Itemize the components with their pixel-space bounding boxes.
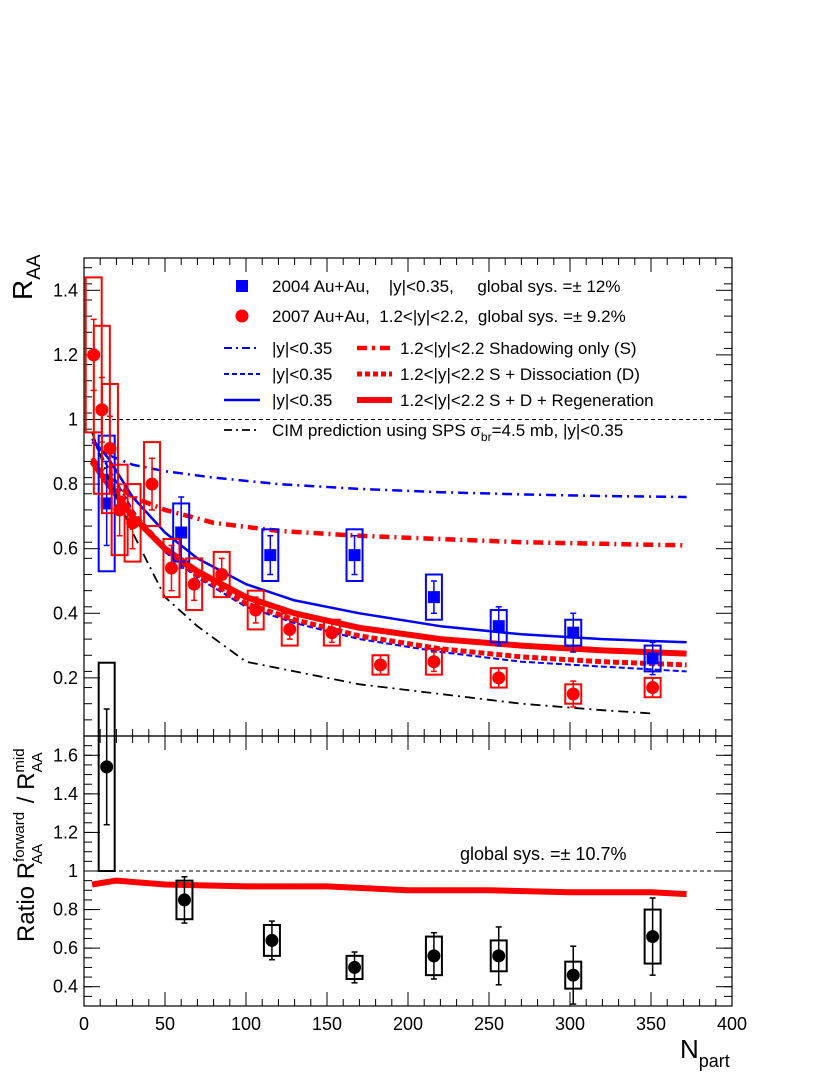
systematic-error-box [97, 434, 116, 573]
data-point-circle [646, 930, 660, 944]
curve--y-0-35-shadowing-only [91, 441, 687, 499]
data-point-square [348, 549, 361, 562]
systematic-error-box [261, 528, 280, 582]
top-x-axis-ticks [83, 258, 733, 736]
data-point-square [427, 591, 440, 604]
data-point-circle [164, 561, 178, 575]
y-tick-label: 1.2 [53, 345, 78, 365]
systematic-error-box [100, 382, 119, 515]
legend-entry-2004: 2004 Au+Au, |y|<0.35, global sys. =± 12% [272, 277, 620, 296]
systematic-error-box [143, 441, 162, 528]
systematic-error-box [162, 537, 181, 599]
systematic-error-box [97, 661, 116, 873]
systematic-error-box [424, 573, 443, 621]
systematic-error-box [185, 557, 204, 612]
global-sys-annotation: global sys. =± 10.7% [460, 844, 626, 864]
systematic-error-box [280, 612, 299, 647]
systematic-error-box [345, 528, 364, 582]
legend-entry-2007: 2007 Au+Au, 1.2<|y|<2.2, global sys. =± … [272, 307, 626, 326]
data-point-circle [566, 687, 580, 701]
systematic-error-box [110, 463, 129, 557]
x-tick-label: 50 [155, 1014, 175, 1034]
x-tick-label: 100 [231, 1014, 261, 1034]
bottom-model-curves [91, 877, 687, 898]
legend-label-mid-shadowing: |y|<0.35 [272, 339, 332, 358]
data-point-circle [145, 477, 159, 491]
systematic-error-box [322, 618, 341, 647]
data-point-circle [325, 626, 339, 640]
systematic-error-box [246, 589, 265, 631]
x-tick-label: 400 [717, 1014, 747, 1034]
y-tick-label: 0.8 [53, 474, 78, 494]
legend-label-fwd-regeneration: 1.2<|y|<2.2 S + D + Regeneration [400, 391, 654, 410]
data-point-square [646, 652, 659, 665]
y-tick-label: 1 [68, 409, 78, 429]
data-point-circle [187, 577, 201, 591]
data-point-circle [427, 949, 441, 963]
y-tick-label: 0.8 [53, 900, 78, 920]
data-point-circle [113, 503, 127, 517]
legend-label-cim: CIM prediction using SPS σbr=4.5 mb, |y|… [272, 421, 623, 444]
top-y-axis-ticks: 0.2 0.4 0.6 0.8 1 1.2 1.4 [53, 267, 732, 737]
curve-ratio-prediction [91, 877, 687, 898]
legend-label-fwd-dissociation: 1.2<|y|<2.2 S + Dissociation (D) [400, 365, 640, 384]
y-tick-label: 1.6 [53, 745, 78, 765]
data-point-circle [492, 671, 506, 685]
x-axis-label: Npart [680, 1034, 730, 1071]
data-point-circle [566, 968, 580, 982]
data-point-circle [492, 949, 506, 963]
bottom-data-points [97, 661, 662, 1005]
systematic-error-box [424, 647, 443, 676]
data-point-circle [283, 622, 297, 636]
data-point-square [567, 626, 580, 639]
top-y-axis-label: RAA [7, 254, 45, 300]
x-tick-label: 150 [312, 1014, 342, 1034]
y-tick-label: 0.6 [53, 938, 78, 958]
data-point-circle [265, 933, 279, 947]
data-point-circle [348, 960, 362, 974]
data-point-circle [249, 603, 263, 617]
bottom-y-axis-label: Ratio RforwardAA / RmidAA [11, 748, 46, 942]
data-point-square [492, 620, 505, 633]
legend: 2004 Au+Au, |y|<0.35, global sys. =± 12%… [224, 277, 654, 444]
data-point-circle [427, 655, 441, 669]
data-point-circle [100, 760, 114, 774]
y-tick-label: 0.4 [53, 977, 78, 997]
systematic-error-box [212, 550, 231, 599]
x-tick-label: 200 [393, 1014, 423, 1034]
legend-label-fwd-shadowing: 1.2<|y|<2.2 Shadowing only (S) [400, 339, 637, 358]
bottom-panel: 0.4 0.6 0.8 1 1.2 1.4 1.6 0 50 100 150 200 250 300 35… [11, 661, 747, 1071]
data-point-square [264, 549, 277, 562]
data-point-square [100, 497, 113, 510]
legend-label-mid-dissociation: |y|<0.35 [272, 365, 332, 384]
legend-marker-2007 [235, 309, 249, 323]
x-tick-label: 300 [555, 1014, 585, 1034]
y-tick-label: 1.4 [53, 784, 78, 804]
x-tick-label: 250 [474, 1014, 504, 1034]
data-point-circle [177, 893, 191, 907]
data-point-circle [126, 516, 140, 530]
y-tick-label: 1.4 [53, 280, 78, 300]
legend-marker-2004 [236, 280, 248, 292]
y-tick-label: 0.6 [53, 539, 78, 559]
x-tick-label: 0 [79, 1014, 89, 1034]
systematic-error-box [123, 483, 142, 563]
top-panel: 0.2 0.4 0.6 0.8 1 1.2 1.4 RAA 2004 Au+Au, |y|<… [7, 254, 733, 737]
curve-cim-prediction [91, 432, 652, 715]
x-tick-label: 350 [636, 1014, 666, 1034]
bottom-y-axis-ticks: 0.4 0.6 0.8 1 1.2 1.4 1.6 [53, 745, 732, 1007]
data-point-circle [103, 442, 117, 456]
y-tick-label: 0.2 [53, 668, 78, 688]
data-point-circle [215, 568, 229, 582]
data-point-square [175, 526, 188, 539]
bottom-x-axis-ticks: 0 50 100 150 200 250 300 350 400 [79, 736, 747, 1034]
data-point-circle [646, 681, 660, 695]
y-tick-label: 1.2 [53, 822, 78, 842]
y-tick-label: 1 [68, 861, 78, 881]
data-point-circle [373, 658, 387, 672]
y-tick-label: 0.4 [53, 603, 78, 623]
top-data-points [84, 276, 662, 708]
legend-label-mid-regeneration: |y|<0.35 [272, 391, 332, 410]
